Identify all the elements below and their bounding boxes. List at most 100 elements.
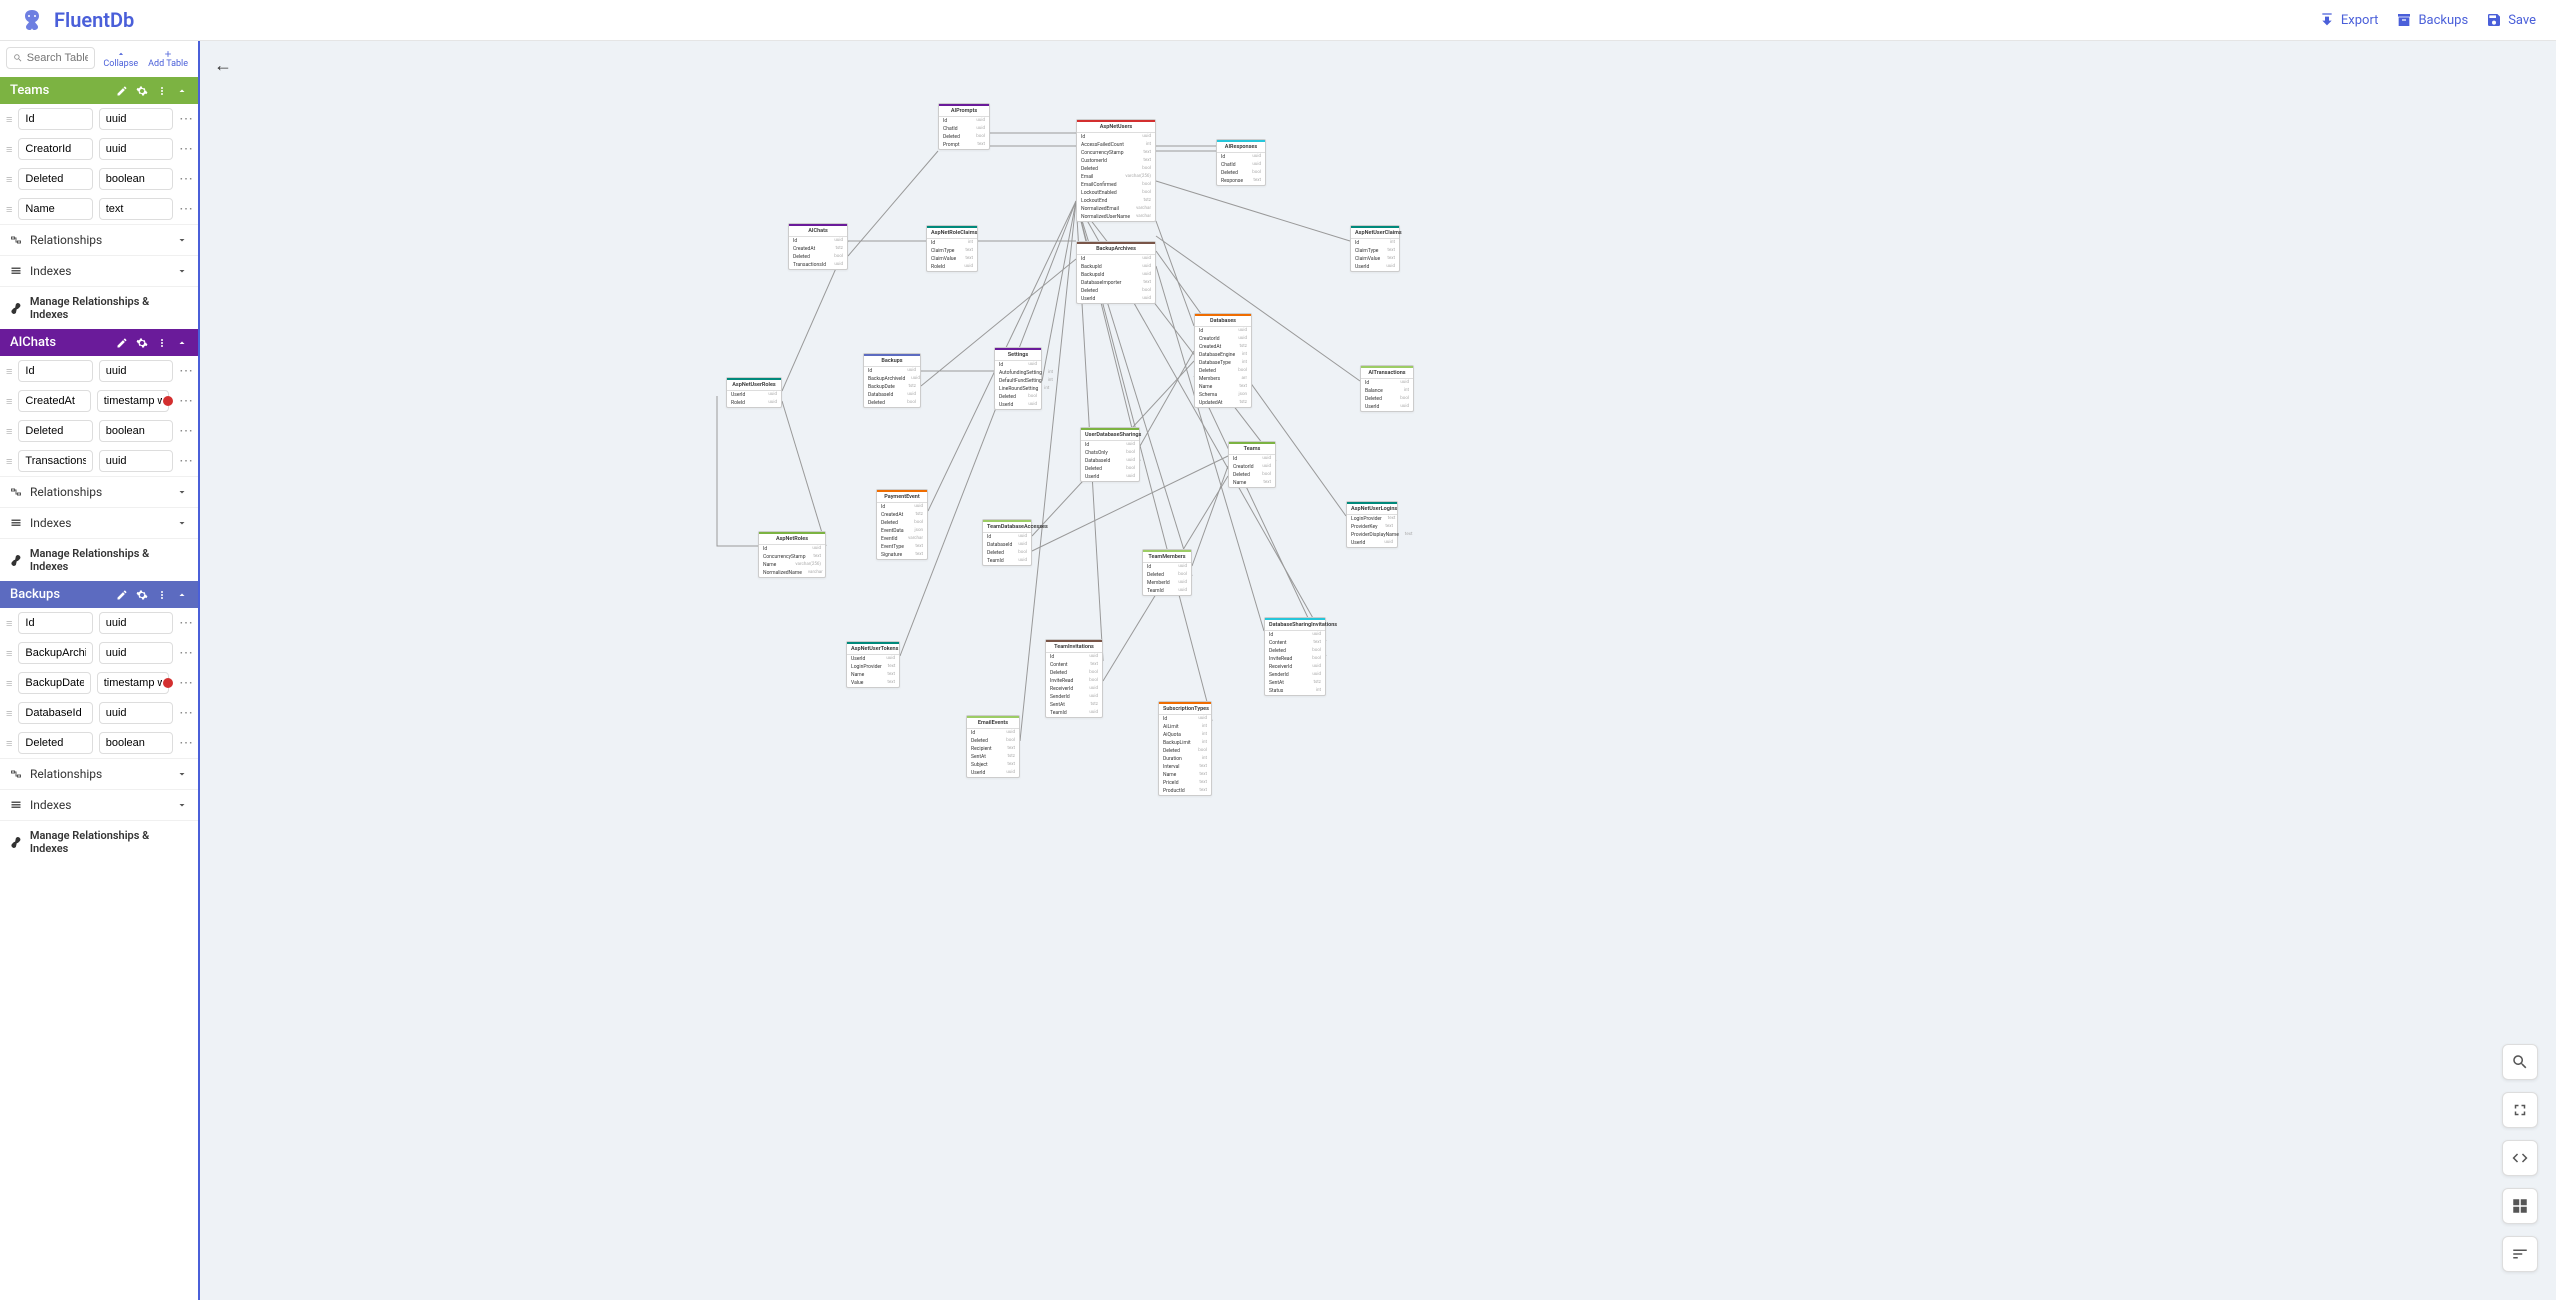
indexes-section[interactable]: Indexes bbox=[0, 255, 198, 286]
er-table-BackupArchives[interactable]: BackupArchivesIduuidBackupIduuidBackupsI… bbox=[1076, 241, 1156, 304]
drag-handle-icon[interactable]: ≡ bbox=[6, 737, 12, 750]
drag-handle-icon[interactable]: ≡ bbox=[6, 617, 12, 630]
field-name-input[interactable] bbox=[18, 642, 92, 664]
field-type-input[interactable] bbox=[99, 612, 173, 634]
field-more-icon[interactable]: ⋯ bbox=[179, 393, 192, 409]
edit-icon[interactable] bbox=[116, 337, 128, 349]
field-name-input[interactable] bbox=[18, 390, 90, 412]
field-name-input[interactable] bbox=[18, 198, 92, 220]
field-more-icon[interactable]: ⋯ bbox=[179, 675, 192, 691]
er-table-EmailEvents[interactable]: EmailEventsIduuidDeletedboolRecipienttex… bbox=[966, 715, 1020, 778]
field-name-input[interactable] bbox=[18, 168, 92, 190]
table-header[interactable]: AIChats bbox=[0, 329, 198, 356]
field-name-input[interactable] bbox=[18, 702, 92, 724]
collapse-button[interactable]: Collapse bbox=[99, 47, 142, 71]
field-more-icon[interactable]: ⋯ bbox=[179, 645, 192, 661]
er-table-SubscriptionTypes[interactable]: SubscriptionTypesIduuidAiLimitintAiQuota… bbox=[1158, 701, 1212, 796]
field-name-input[interactable] bbox=[18, 672, 90, 694]
more-icon[interactable] bbox=[156, 589, 168, 601]
er-table-TeamDatabaseAccesses[interactable]: TeamDatabaseAccessesIduuidDatabaseIduuid… bbox=[982, 519, 1032, 566]
field-type-input[interactable] bbox=[99, 108, 173, 130]
manage-relationships-button[interactable]: Manage Relationships & Indexes bbox=[0, 286, 198, 329]
drag-handle-icon[interactable]: ≡ bbox=[6, 113, 12, 126]
er-table-AspNetRoleClaims[interactable]: AspNetRoleClaimsIdintClaimTypetextClaimV… bbox=[926, 225, 978, 272]
relationships-section[interactable]: Relationships bbox=[0, 758, 198, 789]
er-table-AspNetRoles[interactable]: AspNetRolesIduuidConcurrencyStamptextNam… bbox=[758, 531, 826, 578]
field-type-input[interactable] bbox=[99, 168, 173, 190]
export-button[interactable]: Export bbox=[2319, 12, 2379, 28]
er-table-PaymentEvent[interactable]: PaymentEventIduuidCreatedAttstzDeletedbo… bbox=[876, 489, 928, 560]
er-table-TeamMembers[interactable]: TeamMembersIduuidDeletedboolMemberIduuid… bbox=[1142, 549, 1192, 596]
add-table-button[interactable]: Add Table bbox=[144, 47, 192, 71]
chevron-up-icon[interactable] bbox=[176, 589, 188, 601]
er-table-UserDatabaseSharings[interactable]: UserDatabaseSharingsIduuidChatsOnlyboolD… bbox=[1080, 427, 1140, 482]
manage-relationships-button[interactable]: Manage Relationships & Indexes bbox=[0, 538, 198, 581]
backups-button[interactable]: Backups bbox=[2396, 12, 2468, 28]
drag-handle-icon[interactable]: ≡ bbox=[6, 365, 12, 378]
field-more-icon[interactable]: ⋯ bbox=[179, 201, 192, 217]
relationships-section[interactable]: Relationships bbox=[0, 224, 198, 255]
field-name-input[interactable] bbox=[18, 732, 92, 754]
field-type-input[interactable] bbox=[97, 390, 169, 412]
diagram-canvas[interactable]: ← AIPromptsIduuidChatIduuidDeletedboolPr… bbox=[200, 41, 2556, 1300]
field-more-icon[interactable]: ⋯ bbox=[179, 363, 192, 379]
er-table-AITransactions[interactable]: AITransactionsIduuidBalanceintDeletedboo… bbox=[1360, 365, 1414, 412]
er-table-AIResponses[interactable]: AIResponsesIduuidChatIduuidDeletedboolRe… bbox=[1216, 139, 1266, 186]
er-table-AIChats[interactable]: AIChatsIduuidCreatedAttstzDeletedboolTra… bbox=[788, 223, 848, 270]
er-table-Settings[interactable]: SettingsIduuidAutofundingSettingintDefau… bbox=[994, 347, 1042, 410]
relationships-section[interactable]: Relationships bbox=[0, 476, 198, 507]
table-header[interactable]: Teams bbox=[0, 77, 198, 104]
er-table-AspNetUsers[interactable]: AspNetUsersIduuidAccessFailedCountintCon… bbox=[1076, 119, 1156, 222]
sort-button[interactable] bbox=[2502, 1236, 2538, 1272]
field-type-input[interactable] bbox=[97, 672, 169, 694]
table-header[interactable]: Backups bbox=[0, 581, 198, 608]
er-table-TeamInvitations[interactable]: TeamInvitationsIduuidContenttextDeletedb… bbox=[1045, 639, 1103, 718]
drag-handle-icon[interactable]: ≡ bbox=[6, 707, 12, 720]
drag-handle-icon[interactable]: ≡ bbox=[6, 425, 12, 438]
drag-handle-icon[interactable]: ≡ bbox=[6, 647, 12, 660]
gear-icon[interactable] bbox=[136, 589, 148, 601]
chevron-up-icon[interactable] bbox=[176, 85, 188, 97]
er-table-Teams[interactable]: TeamsIduuidCreatorIduuidDeletedboolNamet… bbox=[1228, 441, 1276, 488]
manage-relationships-button[interactable]: Manage Relationships & Indexes bbox=[0, 820, 198, 863]
field-type-input[interactable] bbox=[99, 702, 173, 724]
field-type-input[interactable] bbox=[99, 450, 173, 472]
drag-handle-icon[interactable]: ≡ bbox=[6, 677, 12, 690]
field-more-icon[interactable]: ⋯ bbox=[179, 705, 192, 721]
er-table-Backups[interactable]: BackupsIduuidBackupArchiveIduuidBackupDa… bbox=[863, 353, 921, 408]
drag-handle-icon[interactable]: ≡ bbox=[6, 395, 12, 408]
field-more-icon[interactable]: ⋯ bbox=[179, 735, 192, 751]
field-type-input[interactable] bbox=[99, 732, 173, 754]
er-table-AspNetUserLogins[interactable]: AspNetUserLoginsLoginProvidertextProvide… bbox=[1346, 501, 1398, 548]
indexes-section[interactable]: Indexes bbox=[0, 789, 198, 820]
er-table-AspNetUserTokens[interactable]: AspNetUserTokensUserIduuidLoginProvidert… bbox=[846, 641, 900, 688]
field-name-input[interactable] bbox=[18, 420, 92, 442]
back-button[interactable]: ← bbox=[214, 55, 232, 76]
er-table-DatabaseSharingInvitations[interactable]: DatabaseSharingInvitationsIduuidContentt… bbox=[1264, 617, 1326, 696]
field-type-input[interactable] bbox=[99, 420, 173, 442]
field-more-icon[interactable]: ⋯ bbox=[179, 111, 192, 127]
field-name-input[interactable] bbox=[18, 450, 92, 472]
search-tables-input[interactable] bbox=[6, 47, 95, 69]
drag-handle-icon[interactable]: ≡ bbox=[6, 455, 12, 468]
field-type-input[interactable] bbox=[99, 360, 173, 382]
field-name-input[interactable] bbox=[18, 108, 92, 130]
field-type-input[interactable] bbox=[99, 198, 173, 220]
fullscreen-button[interactable] bbox=[2502, 1092, 2538, 1128]
field-name-input[interactable] bbox=[18, 360, 92, 382]
field-type-input[interactable] bbox=[99, 642, 173, 664]
field-name-input[interactable] bbox=[18, 612, 92, 634]
er-table-AspNetUserClaims[interactable]: AspNetUserClaimsIdintClaimTypetextClaimV… bbox=[1350, 225, 1400, 272]
code-button[interactable] bbox=[2502, 1140, 2538, 1176]
er-table-Databases[interactable]: DatabasesIduuidCreatorIduuidCreatedAttst… bbox=[1194, 313, 1252, 408]
field-name-input[interactable] bbox=[18, 138, 92, 160]
drag-handle-icon[interactable]: ≡ bbox=[6, 203, 12, 216]
field-more-icon[interactable]: ⋯ bbox=[179, 171, 192, 187]
er-table-AIPrompts[interactable]: AIPromptsIduuidChatIduuidDeletedboolProm… bbox=[938, 103, 990, 150]
field-more-icon[interactable]: ⋯ bbox=[179, 453, 192, 469]
more-icon[interactable] bbox=[156, 85, 168, 97]
gear-icon[interactable] bbox=[136, 337, 148, 349]
field-more-icon[interactable]: ⋯ bbox=[179, 615, 192, 631]
drag-handle-icon[interactable]: ≡ bbox=[6, 143, 12, 156]
chevron-up-icon[interactable] bbox=[176, 337, 188, 349]
